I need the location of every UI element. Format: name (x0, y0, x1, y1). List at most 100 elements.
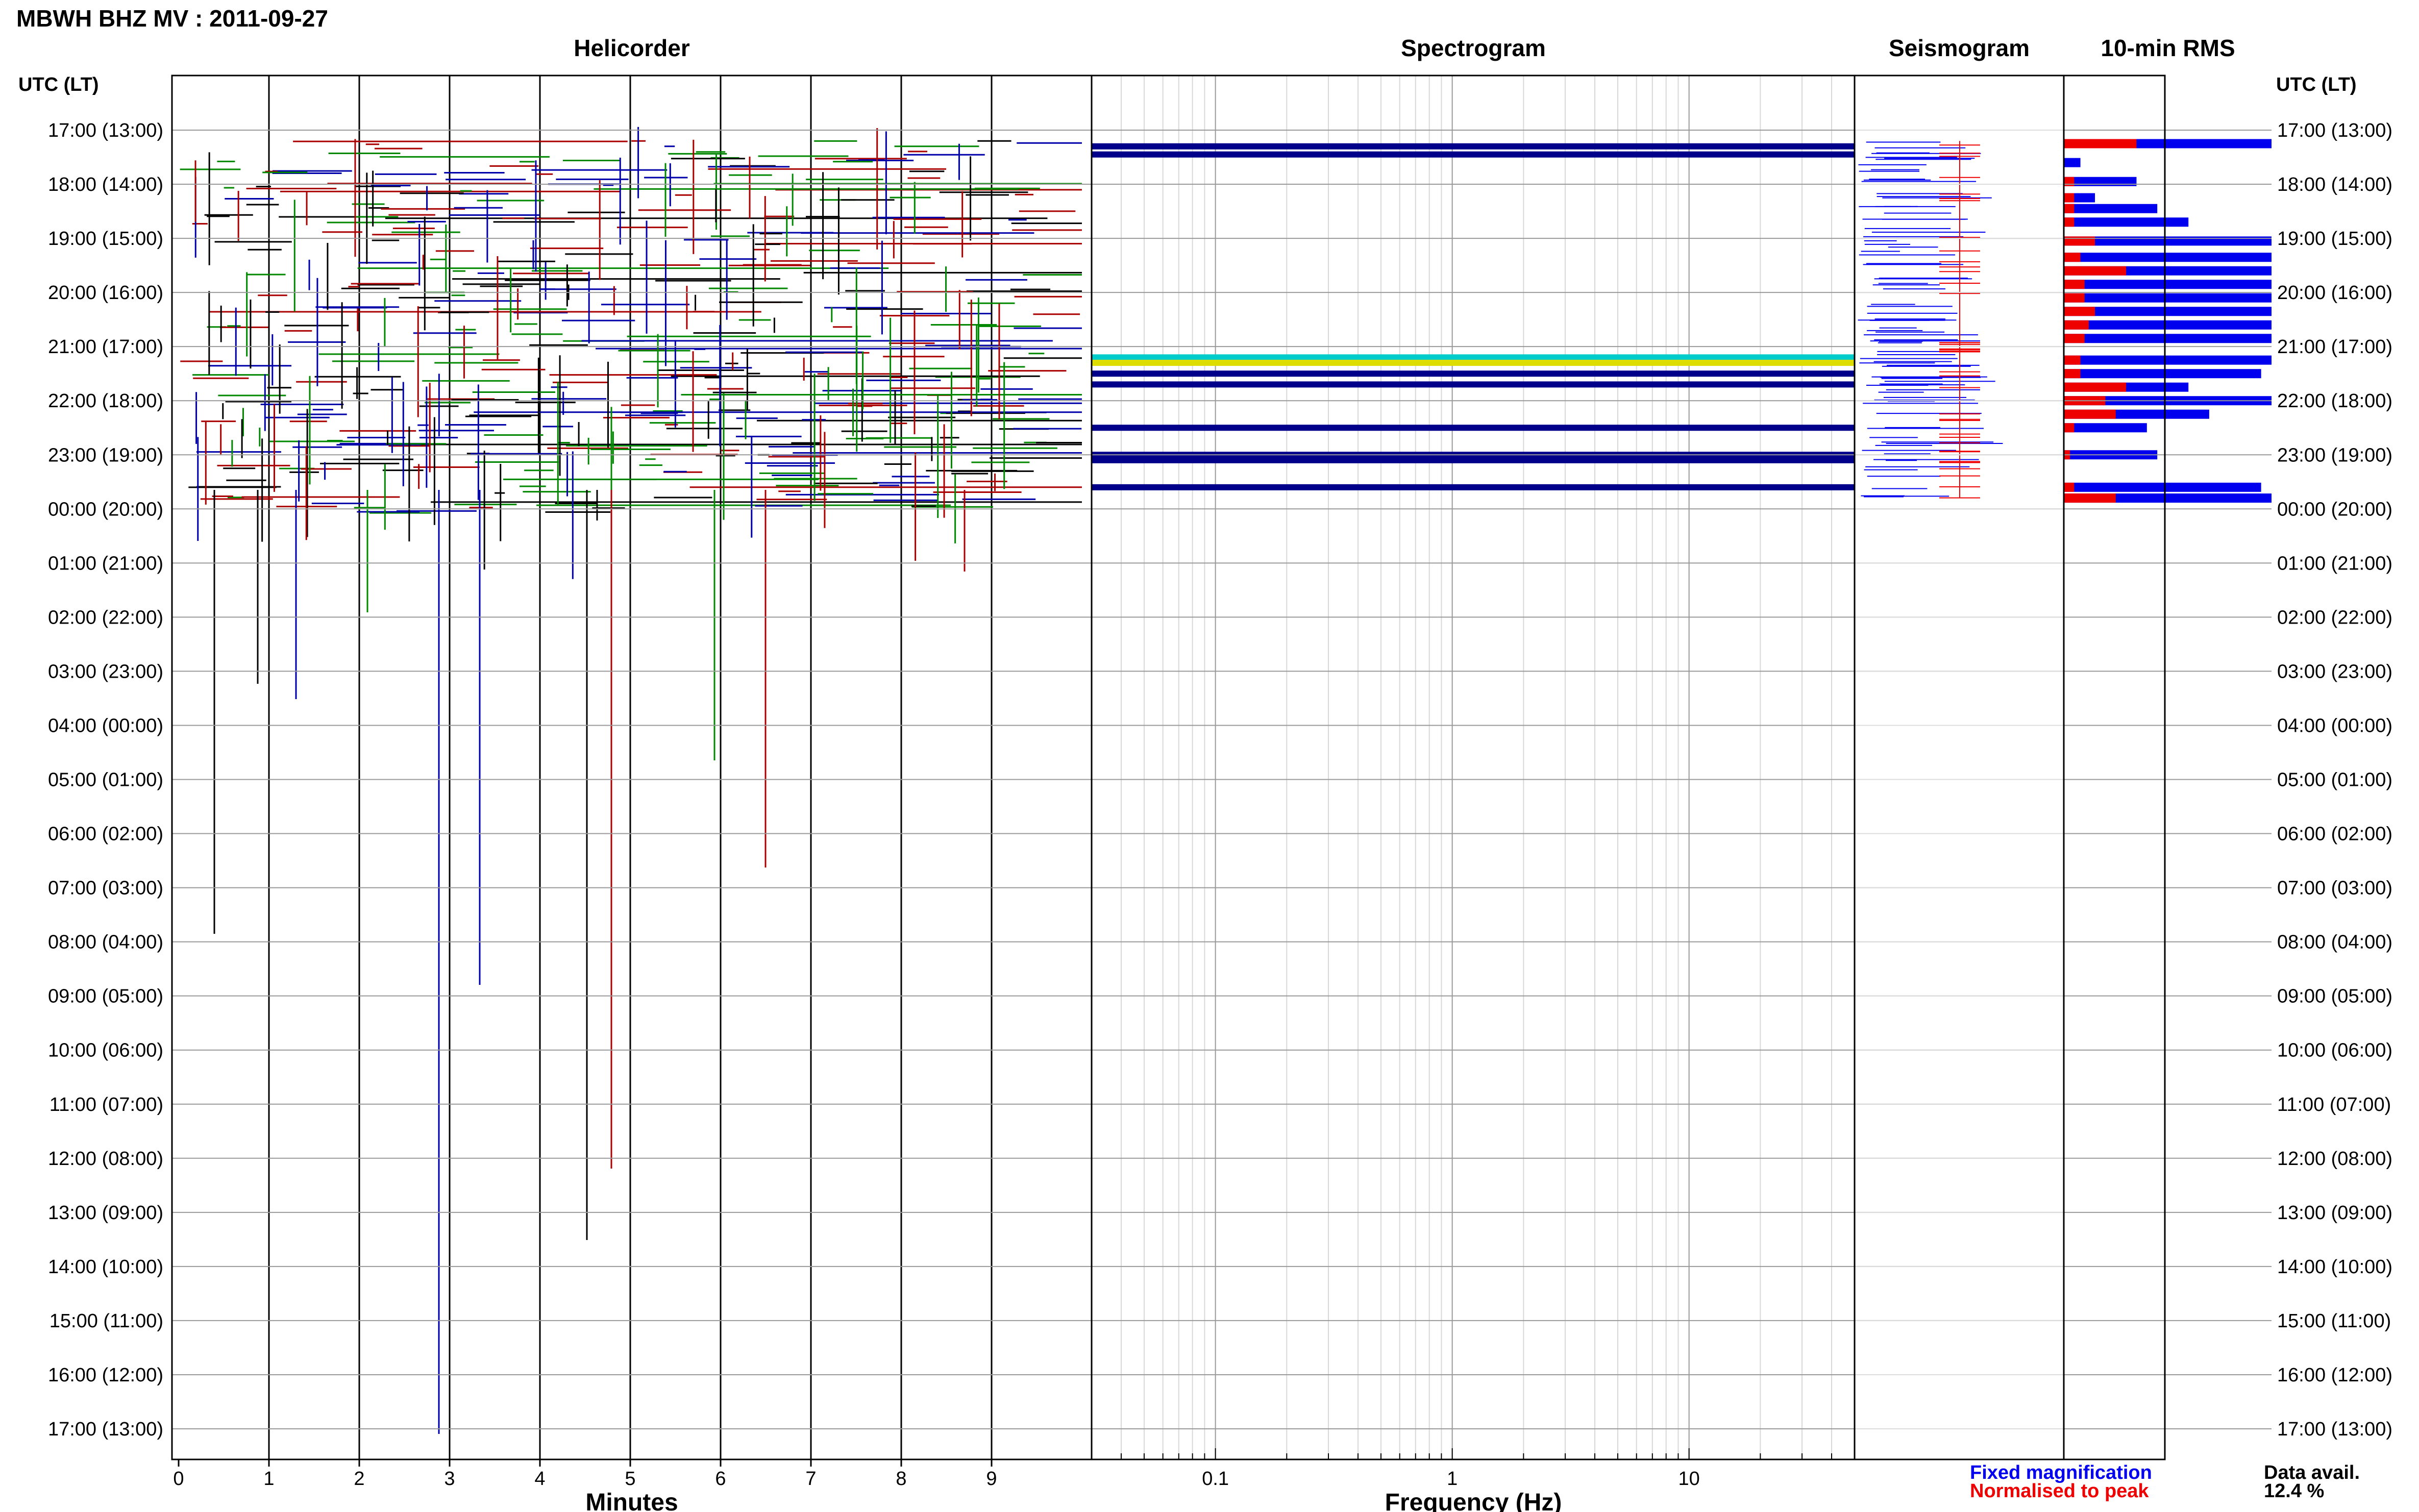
spectrogram-title: Spectrogram (1401, 35, 1546, 61)
minute-tick-label: 2 (354, 1468, 364, 1490)
minute-tick-label: 6 (715, 1468, 726, 1490)
data-avail-value: 12.4 % (2264, 1480, 2324, 1502)
time-tick-left: 13:00 (09:00) (48, 1202, 163, 1224)
time-tick-right: 03:00 (23:00) (2277, 661, 2392, 682)
time-tick-right: 21:00 (17:00) (2277, 336, 2392, 358)
time-tick-left: 05:00 (01:00) (48, 770, 163, 791)
time-tick-right: 11:00 (07:00) (2277, 1094, 2391, 1116)
minute-tick-label: 9 (986, 1468, 997, 1490)
rms-normalised-bar (2064, 253, 2081, 262)
time-tick-left: 14:00 (10:00) (48, 1256, 163, 1278)
time-tick-left: 02:00 (22:00) (48, 607, 163, 628)
rms-normalised-bar (2064, 204, 2075, 213)
rms-normalised-bar (2064, 493, 2116, 503)
frequency-tick-label: 1 (1447, 1468, 1458, 1490)
time-tick-right: 00:00 (20:00) (2277, 499, 2392, 520)
minute-tick-label: 0 (173, 1468, 184, 1490)
utc-label-right: UTC (LT) (2276, 74, 2357, 95)
time-tick-right: 08:00 (04:00) (2277, 932, 2392, 953)
rms-normalised-bar (2064, 320, 2089, 330)
time-tick-left: 21:00 (17:00) (48, 336, 163, 358)
rms-normalised-bar (2064, 139, 2137, 148)
spectrogram-row (1092, 484, 1855, 490)
rms-fixed-bar (2064, 423, 2147, 433)
frequency-tick-label: 0.1 (1202, 1468, 1229, 1490)
minute-tick-label: 3 (444, 1468, 455, 1490)
rms-fixed-bar (2064, 158, 2081, 167)
helicorder-title: Helicorder (574, 35, 690, 61)
rms-fixed-bar (2064, 253, 2272, 262)
frequency-axis-label: Frequency (Hz) (1385, 1489, 1562, 1512)
time-tick-left: 06:00 (02:00) (48, 824, 163, 845)
rms-fixed-bar (2064, 355, 2272, 365)
rms-fixed-bar (2064, 482, 2261, 492)
legend-fixed-magnification: Fixed magnification (1970, 1462, 2152, 1483)
time-tick-right: 07:00 (03:00) (2277, 878, 2392, 899)
minute-tick-label: 1 (263, 1468, 274, 1490)
rms-normalised-bar (2064, 409, 2116, 419)
time-tick-left: 12:00 (08:00) (48, 1148, 163, 1170)
spectrogram-panel (1091, 76, 1855, 1459)
spectrogram-row (1092, 151, 1855, 158)
rms-fixed-bar (2064, 369, 2261, 379)
rms-fixed-bar (2064, 217, 2189, 227)
rms-normalised-bar (2064, 266, 2127, 276)
time-tick-right: 05:00 (01:00) (2277, 770, 2392, 791)
rms-fixed-bar (2064, 293, 2272, 303)
time-tick-right: 12:00 (08:00) (2277, 1148, 2392, 1170)
time-tick-right: 15:00 (11:00) (2277, 1310, 2391, 1332)
spectrogram-row (1092, 354, 1855, 361)
time-tick-right: 10:00 (06:00) (2277, 1040, 2392, 1061)
rms-normalised-bar (2064, 423, 2075, 433)
time-tick-left: 01:00 (21:00) (48, 553, 163, 574)
time-tick-left: 09:00 (05:00) (48, 986, 163, 1007)
minutes-axis-label: Minutes (585, 1489, 678, 1512)
time-tick-left: 19:00 (15:00) (48, 228, 163, 250)
data-avail-label: Data avail. (2264, 1462, 2360, 1483)
time-tick-right: 19:00 (15:00) (2277, 228, 2392, 250)
time-axis: 17:00 (13:00) 17:00 (13:00) 18:00 (14:00) 1… (48, 120, 2392, 1440)
spectrogram-row (1092, 425, 1855, 431)
rms-normalised-bar (2064, 193, 2075, 203)
time-tick-left: 16:00 (12:00) (48, 1365, 163, 1386)
rms-title: 10-min RMS (2101, 35, 2235, 61)
rms-normalised-bar (2064, 280, 2085, 289)
time-tick-left: 23:00 (19:00) (48, 444, 163, 466)
rms-normalised-bar (2064, 369, 2081, 379)
time-tick-right: 01:00 (21:00) (2277, 553, 2392, 574)
time-tick-left: 18:00 (14:00) (48, 174, 163, 195)
time-tick-left: 10:00 (06:00) (48, 1040, 163, 1061)
time-tick-left: 17:00 (13:00) (48, 120, 163, 141)
rms-normalised-bar (2064, 382, 2127, 392)
spectrogram-row (1092, 359, 1855, 366)
rms-fixed-bar (2064, 307, 2272, 316)
time-tick-right: 13:00 (09:00) (2277, 1202, 2392, 1224)
spectrogram-row (1092, 143, 1855, 150)
seismogram-title: Seismogram (1889, 35, 2030, 61)
plot-frame (171, 75, 2166, 1460)
rms-normalised-bar (2064, 355, 2081, 365)
time-tick-right: 18:00 (14:00) (2277, 174, 2392, 195)
time-tick-right: 06:00 (02:00) (2277, 824, 2392, 845)
time-tick-right: 04:00 (00:00) (2277, 715, 2392, 736)
time-tick-right: 23:00 (19:00) (2277, 444, 2392, 466)
time-tick-left: 11:00 (07:00) (50, 1094, 163, 1116)
rms-fixed-bar (2064, 204, 2158, 213)
time-tick-left: 00:00 (20:00) (48, 499, 163, 520)
time-tick-right: 02:00 (22:00) (2277, 607, 2392, 628)
seismogram-panel (1858, 141, 2003, 499)
time-tick-right: 09:00 (05:00) (2277, 986, 2392, 1007)
spectrogram-row (1092, 381, 1855, 388)
time-tick-right: 22:00 (18:00) (2277, 390, 2392, 412)
helicorder-panel (180, 76, 1082, 1459)
minute-tick-label: 4 (534, 1468, 545, 1490)
time-tick-left: 17:00 (13:00) (48, 1419, 163, 1440)
minute-tick-label: 5 (625, 1468, 635, 1490)
spectrogram-row (1092, 370, 1855, 377)
time-tick-left: 08:00 (04:00) (48, 932, 163, 953)
rms-normalised-bar (2064, 307, 2095, 316)
time-tick-left: 04:00 (00:00) (48, 715, 163, 736)
minute-tick-label: 8 (896, 1468, 906, 1490)
legend-normalised-to-peak: Normalised to peak (1970, 1480, 2149, 1502)
